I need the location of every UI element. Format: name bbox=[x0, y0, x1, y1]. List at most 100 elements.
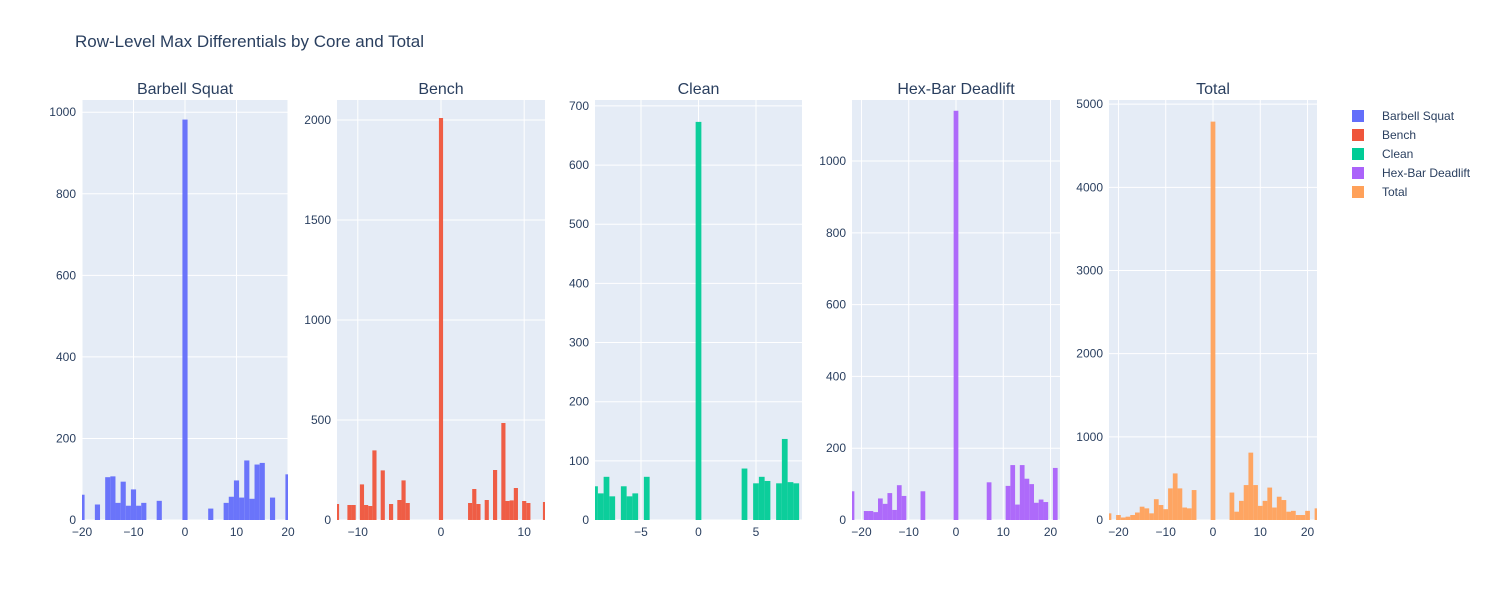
histogram-bar bbox=[986, 482, 992, 520]
histogram-bar bbox=[920, 491, 926, 520]
y-tick-label: 0 bbox=[582, 513, 589, 527]
legend-item[interactable]: Total bbox=[1352, 182, 1470, 201]
y-tick-label: 0 bbox=[839, 513, 846, 527]
histogram-bar bbox=[269, 497, 276, 520]
y-tick-label: 200 bbox=[56, 431, 76, 445]
histogram-bar bbox=[1305, 510, 1310, 520]
histogram-bar bbox=[397, 500, 402, 520]
histogram-bar bbox=[1267, 487, 1273, 520]
legend-item[interactable]: Clean bbox=[1352, 144, 1470, 163]
histogram-bar bbox=[868, 511, 874, 520]
histogram-bar bbox=[1116, 515, 1121, 520]
histogram-bar bbox=[896, 485, 902, 520]
y-tick-label: 0 bbox=[1096, 513, 1103, 527]
histogram-bar bbox=[501, 423, 506, 520]
x-tick-label: 20 bbox=[281, 525, 295, 539]
histogram-bar bbox=[1029, 484, 1034, 520]
histogram-bar bbox=[609, 496, 616, 520]
histogram-bar bbox=[526, 503, 531, 520]
histogram-bar bbox=[120, 481, 126, 520]
legend-item[interactable]: Hex-Bar Deadlift bbox=[1352, 163, 1470, 182]
histogram-bar bbox=[953, 110, 959, 521]
histogram-bar bbox=[1286, 511, 1291, 520]
y-tick-label: 600 bbox=[56, 268, 76, 282]
histogram-bar bbox=[130, 489, 137, 520]
histogram-bar bbox=[509, 500, 514, 520]
histogram-bar bbox=[887, 493, 893, 520]
histogram-bar bbox=[1024, 478, 1030, 520]
legend-swatch bbox=[1352, 166, 1364, 179]
histogram-bar bbox=[156, 500, 162, 520]
histogram-bar bbox=[1187, 508, 1192, 520]
y-tick-label: 1500 bbox=[304, 213, 331, 227]
histogram-bar bbox=[852, 491, 855, 520]
histogram-bar bbox=[1149, 513, 1154, 520]
y-tick-label: 400 bbox=[826, 369, 846, 383]
x-tick-label: 10 bbox=[518, 525, 532, 539]
histogram-bar bbox=[603, 476, 610, 520]
histogram-bar bbox=[1253, 485, 1258, 520]
histogram-bar bbox=[136, 505, 142, 520]
x-tick-label: −10 bbox=[348, 525, 369, 539]
subplot-title: Hex-Bar Deadlift bbox=[897, 81, 1015, 98]
histogram-bar bbox=[1272, 507, 1277, 520]
histogram-bar bbox=[1163, 509, 1169, 520]
legend-label: Total bbox=[1382, 184, 1408, 199]
x-tick-label: −10 bbox=[1156, 525, 1177, 539]
y-tick-label: 200 bbox=[569, 395, 589, 409]
histogram-bar bbox=[493, 470, 498, 520]
histogram-bar bbox=[1291, 510, 1296, 520]
histogram-bar bbox=[1168, 488, 1173, 520]
legend-swatch bbox=[1352, 128, 1364, 141]
histogram-bar bbox=[239, 497, 245, 520]
histogram-bar bbox=[1038, 499, 1044, 520]
histogram-bar bbox=[141, 502, 147, 520]
legend-label: Bench bbox=[1382, 127, 1417, 142]
legend-item[interactable]: Bench bbox=[1352, 125, 1470, 144]
y-tick-label: 800 bbox=[56, 187, 76, 201]
legend-item[interactable]: Barbell Squat bbox=[1352, 106, 1470, 125]
histogram-bar bbox=[285, 474, 288, 520]
histogram-bar bbox=[1158, 505, 1164, 520]
histogram-bar bbox=[1005, 485, 1011, 520]
histogram-bar bbox=[233, 480, 240, 520]
histogram-bar bbox=[438, 118, 444, 520]
histogram-bar bbox=[513, 488, 518, 520]
histogram-bar bbox=[1191, 490, 1197, 520]
histogram-bar bbox=[254, 464, 260, 520]
subplot-title: Total bbox=[1196, 81, 1230, 98]
histogram-bar bbox=[753, 483, 759, 520]
y-tick-label: 1000 bbox=[49, 105, 76, 119]
histogram-bar bbox=[208, 508, 214, 520]
y-tick-label: 2000 bbox=[304, 113, 331, 127]
histogram-bar bbox=[1281, 500, 1287, 520]
histogram-bar bbox=[94, 504, 101, 520]
histogram-bar bbox=[793, 483, 800, 520]
histogram-bar bbox=[1052, 467, 1058, 520]
histogram-bar bbox=[1234, 511, 1239, 520]
histogram-bar bbox=[359, 484, 365, 520]
y-tick-label: 600 bbox=[826, 298, 846, 312]
histogram-bar bbox=[351, 505, 356, 520]
histogram-bar bbox=[472, 489, 477, 520]
histogram-bar bbox=[626, 496, 633, 520]
histogram-bar bbox=[781, 438, 788, 520]
x-tick-label: 10 bbox=[1254, 525, 1268, 539]
histogram-bar bbox=[1248, 452, 1254, 520]
histogram-bar bbox=[125, 505, 131, 520]
x-tick-label: 0 bbox=[1210, 525, 1217, 539]
x-tick-label: −20 bbox=[1108, 525, 1129, 539]
histogram-bar bbox=[1239, 500, 1244, 520]
x-tick-label: 10 bbox=[230, 525, 244, 539]
histogram-bar bbox=[620, 486, 627, 520]
histogram-bar bbox=[259, 462, 265, 520]
histogram-bar bbox=[1125, 516, 1131, 520]
histogram-bar bbox=[758, 476, 765, 520]
histogram-bar bbox=[1243, 485, 1249, 520]
subplot-title: Bench bbox=[418, 81, 463, 98]
y-tick-label: 400 bbox=[56, 350, 76, 364]
histogram-bar bbox=[368, 506, 373, 520]
histogram-bar bbox=[1295, 515, 1301, 520]
histogram-bar bbox=[1109, 513, 1112, 520]
histogram-bar bbox=[223, 502, 229, 520]
